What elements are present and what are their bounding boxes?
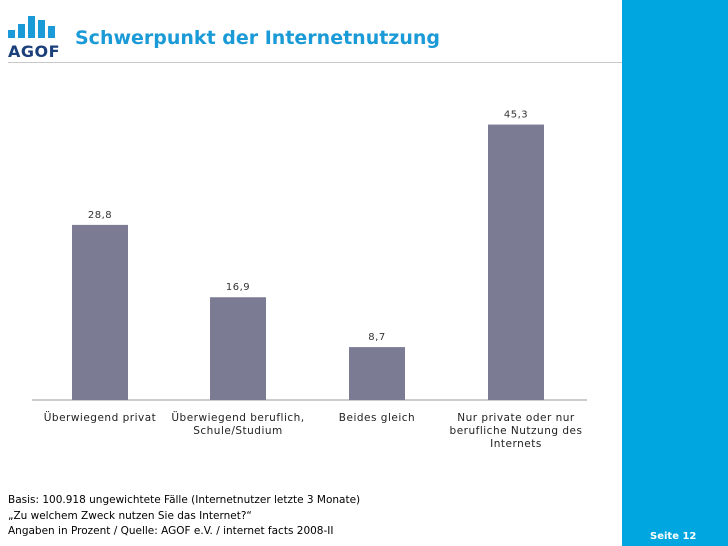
value-label-1: 28,8 <box>88 210 112 221</box>
logo-text: AGOF <box>8 42 61 61</box>
bar-2 <box>210 297 266 400</box>
logo-bar <box>38 20 45 38</box>
bar-chart: 28,8 Überwiegend privat 16,9 Überwiegend be… <box>32 110 587 450</box>
bar-4 <box>488 124 544 401</box>
category-label-4: berufliche Nutzung des <box>450 425 583 437</box>
category-label-3: Beides gleich <box>339 412 415 424</box>
value-label-3: 8,7 <box>368 332 385 343</box>
bar-3 <box>349 347 405 400</box>
footnote-source: Angaben in Prozent / Quelle: AGOF e.V. /… <box>8 525 334 537</box>
logo-bar <box>8 30 15 38</box>
header-divider <box>8 62 622 63</box>
bar-1 <box>72 224 128 400</box>
value-label-2: 16,9 <box>226 282 250 293</box>
agof-logo: AGOF <box>8 10 66 61</box>
category-label-4: Internets <box>490 438 542 450</box>
category-label-4: Nur private oder nur <box>457 412 575 424</box>
category-label-1: Überwiegend privat <box>44 411 157 424</box>
page-number: Seite 12 <box>650 531 697 542</box>
page-title: Schwerpunkt der Internetnutzung <box>75 27 441 49</box>
logo-bar <box>28 16 35 38</box>
side-panel <box>622 0 728 546</box>
value-label-4: 45,3 <box>504 110 528 121</box>
category-label-2: Überwiegend beruflich, <box>171 411 304 424</box>
logo-bar <box>18 24 25 38</box>
logo-bar <box>48 26 55 38</box>
footnote-question: „Zu welchem Zweck nutzen Sie das Interne… <box>8 510 252 522</box>
category-label-2: Schule/Studium <box>193 425 283 437</box>
footnote-basis: Basis: 100.918 ungewichtete Fälle (Inter… <box>8 494 361 506</box>
